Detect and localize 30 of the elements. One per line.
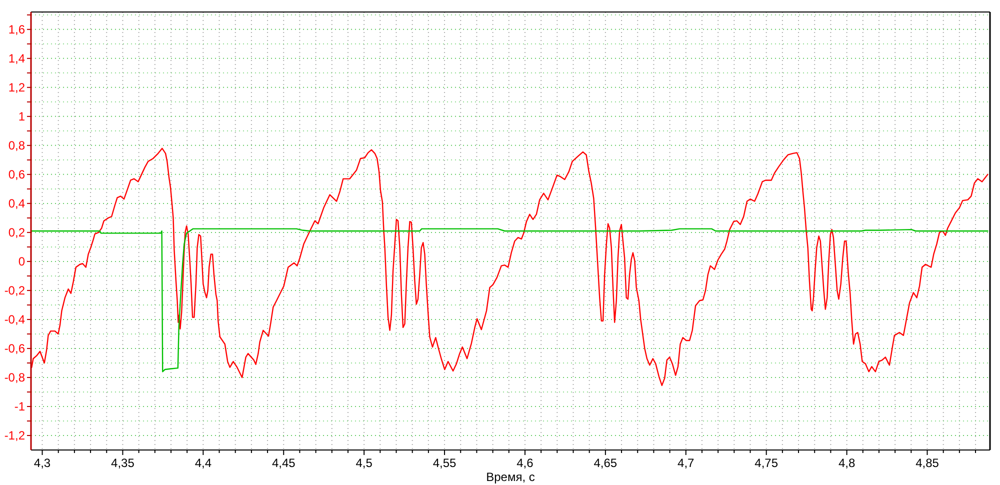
x-tick-label: 4,45 [272, 456, 296, 470]
y-tick-label: 0,6 [8, 168, 26, 182]
y-tick-label: 1,6 [8, 22, 26, 37]
x-tick-label: 4,5 [356, 456, 373, 470]
x-tick-label: 4,85 [916, 456, 940, 470]
line-series [31, 228, 988, 372]
x-tick-label: 4,75 [754, 456, 778, 470]
y-tick-label: 1,2 [8, 80, 26, 95]
x-tick-label: 4,7 [678, 456, 695, 470]
y-tick-label: 0 [18, 254, 26, 269]
y-tick-label: -1,2 [4, 428, 26, 443]
y-tick-label: -0,4 [4, 312, 26, 327]
y-tick-label: -0,8 [4, 370, 26, 385]
y-tick-label: 1,4 [8, 52, 26, 66]
y-tick-label: 0,4 [8, 196, 26, 211]
y-tick-label: 0,8 [8, 138, 26, 153]
y-tick-label: 0,2 [8, 226, 26, 240]
x-tick-label: 4,55 [432, 456, 457, 470]
y-tick-label: -0,2 [4, 284, 26, 298]
y-tick-label: 1 [18, 110, 26, 124]
x-tick-label: 4,6 [516, 456, 534, 470]
x-axis-title: Время, с [486, 470, 535, 484]
y-tick-label: -1 [14, 400, 26, 414]
x-tick-label: 4,8 [838, 456, 856, 470]
line-series [31, 148, 988, 386]
x-tick-label: 4,4 [194, 456, 212, 470]
x-tick-label: 4,65 [594, 456, 618, 470]
x-tick-label: 4,35 [111, 456, 135, 470]
y-tick-label: -0,6 [4, 342, 26, 356]
x-tick-label: 4,3 [34, 456, 51, 470]
